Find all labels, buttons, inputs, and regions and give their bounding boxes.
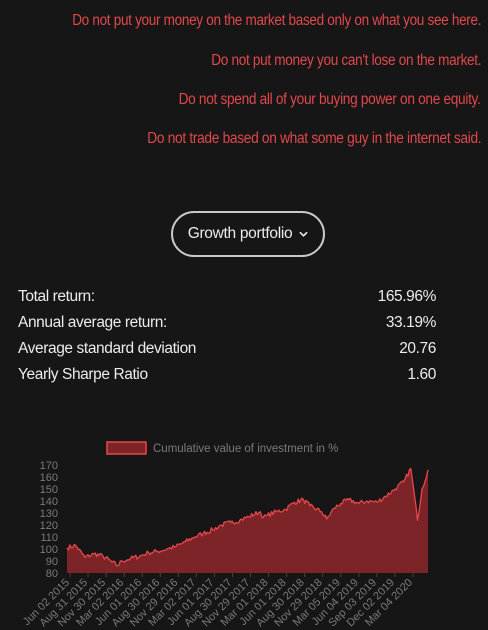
y-tick-label: 140 (40, 496, 58, 508)
stat-value: 165.96% (377, 288, 437, 305)
y-tick-label: 130 (40, 508, 58, 520)
y-tick-label: 100 (40, 544, 58, 556)
y-tick-label: 110 (40, 532, 58, 544)
chart-legend[interactable]: Cumulative value of investment in % (106, 441, 338, 455)
plot-area (66, 467, 429, 573)
portfolio-dropdown[interactable]: Growth portfolio (171, 211, 325, 257)
disclaimer-text: Do not put your money on the market base… (72, 12, 481, 29)
legend-label: Cumulative value of investment in % (153, 443, 338, 455)
cumulative-value-chart: Cumulative value of investment in % 8090… (21, 441, 429, 629)
series-area (67, 468, 428, 573)
stat-value: 33.19% (385, 314, 437, 331)
stat-label: Yearly Sharpe Ratio (18, 366, 148, 383)
stat-row-total-return: Total return: 165.96% (18, 285, 436, 311)
y-tick-label: 160 (40, 472, 58, 484)
y-tick-label: 150 (40, 484, 58, 496)
stat-row-std-deviation: Average standard deviation 20.76 (18, 337, 436, 363)
stat-label: Total return: (18, 288, 95, 305)
series-line (66, 467, 429, 567)
portfolio-dropdown-label: Growth portfolio (187, 225, 293, 242)
y-tick-label: 80 (46, 568, 58, 580)
disclaimer-text: Do not trade based on what some guy in t… (147, 130, 481, 147)
stat-label: Average standard deviation (18, 340, 197, 357)
stat-row-sharpe-ratio: Yearly Sharpe Ratio 1.60 (18, 363, 436, 389)
y-tick-label: 90 (46, 556, 58, 568)
stat-value: 1.60 (407, 366, 436, 383)
legend-swatch (106, 441, 147, 455)
portfolio-stats: Total return: 165.96% Annual average ret… (18, 285, 436, 389)
y-tick-label: 120 (40, 520, 58, 532)
disclaimer-text: Do not spend all of your buying power on… (179, 91, 481, 108)
stat-row-annual-return: Annual average return: 33.19% (18, 311, 436, 337)
stat-value: 20.76 (399, 340, 436, 357)
stat-label: Annual average return: (18, 314, 167, 331)
y-tick-label: 170 (40, 460, 58, 472)
chevron-down-icon (299, 231, 308, 237)
disclaimer-text: Do not put money you can't lose on the m… (211, 52, 481, 69)
